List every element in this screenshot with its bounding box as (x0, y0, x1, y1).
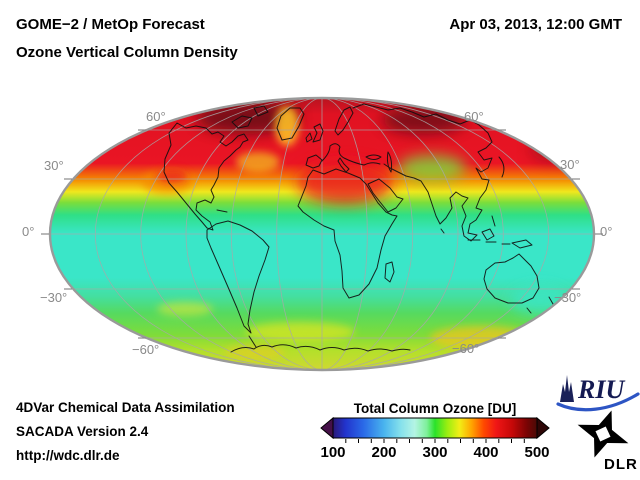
footer-version: SACADA Version 2.4 (16, 424, 149, 439)
colorbar-tick-400: 400 (473, 444, 499, 461)
plot-datetime: Apr 03, 2013, 12:00 GMT (449, 16, 622, 33)
coastlines (163, 103, 561, 353)
latitude-ticks (41, 129, 603, 339)
lat-label-left-0: 0° (22, 224, 35, 239)
colorbar-tick-500: 500 (524, 444, 550, 461)
plot-title-line2: Ozone Vertical Column Density (16, 44, 238, 61)
lat-label-right-m60: −60° (452, 341, 480, 356)
riu-cathedral-icon (560, 375, 574, 402)
colorbar-tick-200: 200 (371, 444, 397, 461)
projection-rim (48, 96, 596, 372)
footer-assimilation: 4DVar Chemical Data Assimilation (16, 400, 235, 415)
colorbar-right-arrow (536, 417, 550, 440)
lat-label-left-m60: −60° (132, 342, 160, 357)
lat-label-left-60: 60° (146, 109, 166, 124)
colorbar-tick-100: 100 (320, 444, 346, 461)
lat-label-right-0: 0° (600, 224, 613, 239)
riu-logo: RIU (556, 375, 640, 412)
plot-title-line1: GOME−2 / MetOp Forecast (16, 16, 205, 33)
ozone-field (50, 98, 594, 370)
graticule (50, 98, 594, 370)
colorbar-minor-ticks (345, 439, 525, 443)
lat-label-right-30: 30° (560, 157, 580, 172)
lat-label-left-30: 30° (44, 158, 64, 173)
riu-swoosh-icon (556, 392, 640, 412)
colorbar-tick-300: 300 (422, 444, 448, 461)
lat-label-right-60: 60° (464, 109, 484, 124)
colorbar-title: Total Column Ozone [DU] (353, 401, 517, 416)
dlr-star-icon (577, 410, 629, 458)
colorbar (320, 417, 550, 443)
riu-logo-text: RIU (577, 375, 625, 404)
dlr-logo-text: DLR (604, 456, 638, 473)
lat-label-right-m30: −30° (554, 290, 582, 305)
footer-url: http://wdc.dlr.de (16, 448, 120, 463)
colorbar-left-arrow (320, 417, 334, 440)
lat-label-left-m30: −30° (40, 290, 68, 305)
dlr-logo: DLR (577, 410, 638, 473)
